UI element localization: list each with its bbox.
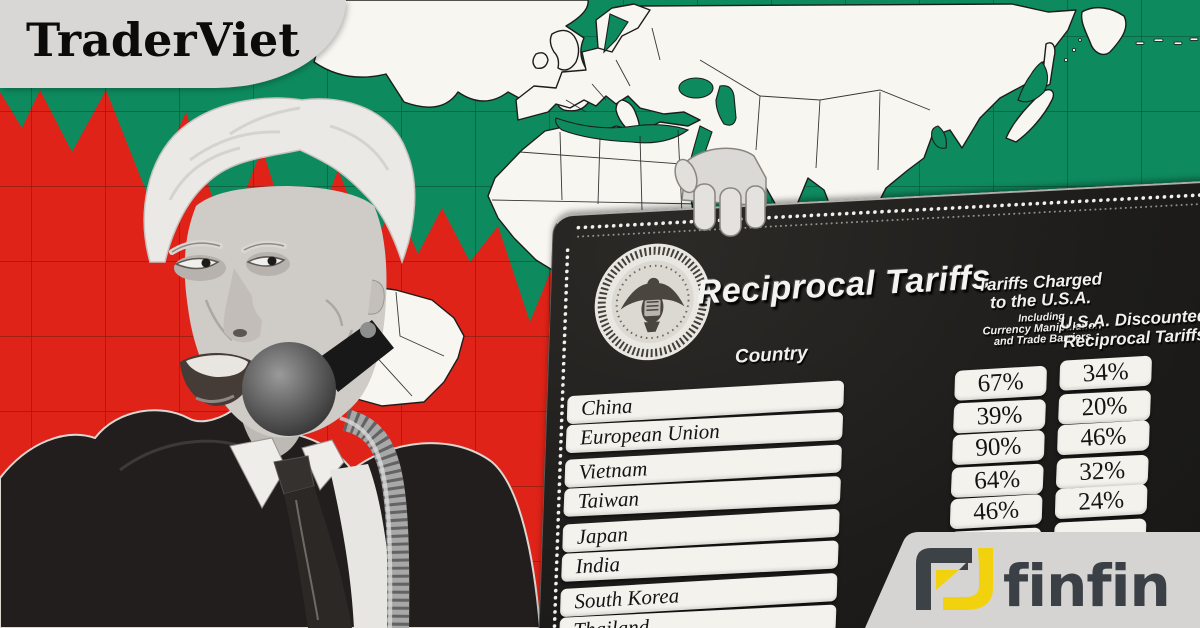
reciprocal-tariffs-board: Reciprocal Tariffs Tariffs Charged to th… <box>536 178 1200 628</box>
charged-value: 46% <box>972 496 1020 526</box>
hand-holding-board <box>674 147 767 237</box>
dotted-border <box>550 190 1200 628</box>
microphone-icon <box>242 320 410 628</box>
charged-value: 64% <box>973 465 1021 495</box>
country-name: European Union <box>579 418 721 450</box>
country-name: China <box>580 393 634 421</box>
charged-value: 90% <box>974 432 1023 462</box>
country-name: Taiwan <box>577 486 640 514</box>
finfin-logo-text: finfin <box>1003 552 1170 620</box>
discounted-value: 32% <box>1078 456 1126 486</box>
country-name: Japan <box>575 521 629 549</box>
charged-value: 39% <box>976 401 1024 431</box>
discounted-value: 20% <box>1081 392 1129 422</box>
country-name: South Korea <box>573 583 680 614</box>
finfin-logo: finfin <box>865 532 1200 628</box>
country-name: Vietnam <box>578 456 648 485</box>
us-presidential-seal-icon <box>594 243 711 361</box>
country-name: Thailand <box>573 613 650 628</box>
discounted-value: 34% <box>1081 357 1130 388</box>
charged-value: 67% <box>976 367 1025 398</box>
finfin-monogram-icon <box>916 548 993 610</box>
discounted-value: 24% <box>1077 486 1125 516</box>
traderviet-logo-text: TraderViet <box>26 13 300 67</box>
discounted-column-header: U.S.A. Discounted Reciprocal Tariffs <box>1059 305 1200 352</box>
donald-trump-photo <box>0 97 542 628</box>
discounted-value: 46% <box>1079 422 1128 453</box>
country-name: India <box>575 552 621 579</box>
